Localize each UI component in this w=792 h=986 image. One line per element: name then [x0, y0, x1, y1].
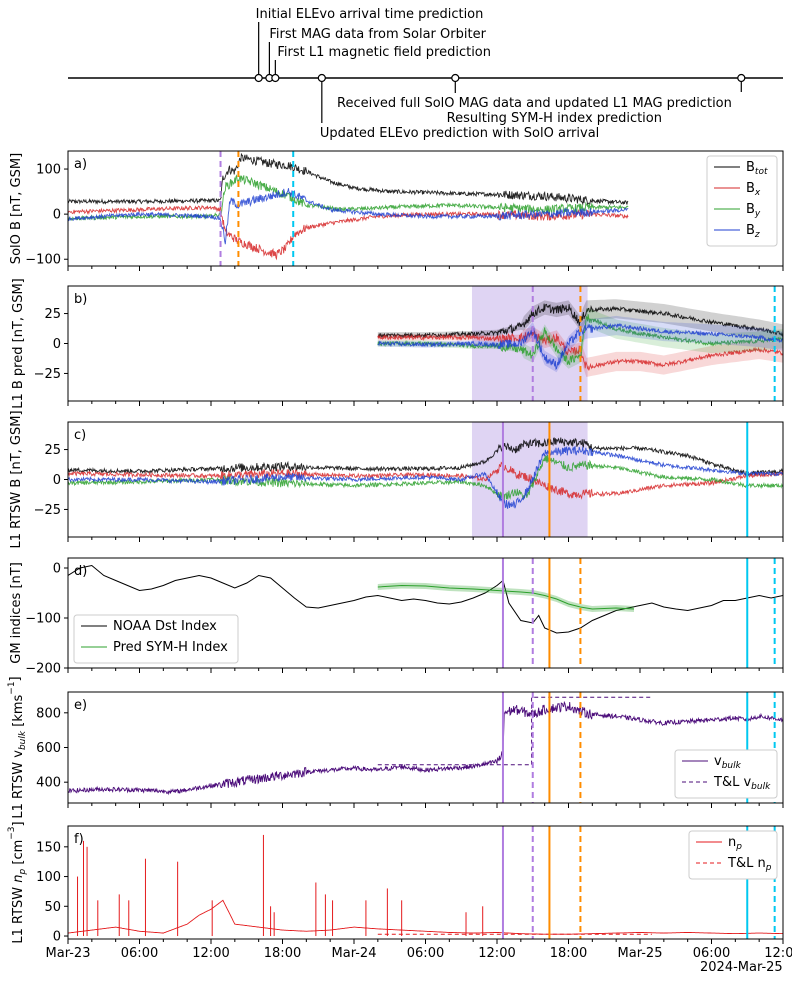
plot-area: [68, 826, 783, 939]
panel-label: b): [74, 292, 87, 307]
x-tick-label: 12:00: [764, 946, 792, 961]
y-tick-label: 0: [53, 562, 61, 577]
y-tick-label: 0: [53, 337, 61, 352]
y-axis-label: L1 RTSW vbulk [kms−1]: [7, 676, 28, 818]
legend-box: [706, 155, 778, 247]
timeline-marker: [451, 73, 460, 83]
series-np: [68, 899, 783, 935]
legend-label: T&L np: [727, 856, 772, 873]
legend: np T&L np: [688, 830, 778, 880]
panel-f: 0 50 100 150 f) L1 RTSW np [cm−3] np T&L np Mar-…: [7, 821, 792, 961]
panel-a: −100 0 100 a) SolO B [nT, GSM] Btot Bx By Bz: [9, 150, 784, 271]
x-tick-label: 12:00: [478, 946, 515, 961]
date-label: 2024-Mar-25: [700, 960, 783, 975]
plot-area: [68, 151, 629, 266]
x-tick-label: 18:00: [550, 946, 587, 961]
x-tick-label: Mar-24: [332, 946, 377, 961]
x-tick-label: 06:00: [693, 946, 730, 961]
y-tick-label: 0: [53, 930, 61, 945]
y-tick-label: 0: [53, 208, 61, 223]
legend-label: T&L vbulk: [713, 775, 771, 792]
panel-label: c): [74, 428, 86, 443]
legend: NOAA Dst Index Pred SYM-H Index: [73, 614, 239, 664]
y-axis-label: L1 RTSW B [nT, GSM]: [9, 410, 24, 548]
y-tick-label: 100: [36, 870, 61, 885]
panel-frame: [67, 825, 784, 940]
y-tick-label: 25: [44, 443, 61, 458]
y-tick-label: −100: [25, 253, 61, 268]
x-tick-label: 06:00: [407, 946, 444, 961]
panel-label: d): [74, 564, 87, 579]
x-tick-label: 06:00: [121, 946, 158, 961]
legend-box: [688, 830, 778, 880]
y-axis-label: L1 B pred [nT, GSM]: [11, 278, 26, 409]
panel-d: −200 −100 0 d) GM indices [nT] NOAA Dst Index…: [9, 557, 784, 677]
y-tick-label: 50: [44, 900, 61, 915]
panel-b: −25 0 25 b) L1 B pred [nT, GSM]: [11, 278, 784, 409]
timeline-label: First MAG data from Solar Orbiter: [269, 27, 486, 42]
plot-area: [68, 558, 783, 668]
panel-e: 400 600 800 e) L1 RTSW vbulk [kms−1] vbulk T&L…: [7, 676, 784, 819]
y-tick-label: 0: [53, 473, 61, 488]
series-dst: [68, 564, 783, 634]
plot-area: [68, 692, 783, 803]
series-vbulk: [68, 700, 783, 796]
timeline-label: First L1 magnetic field prediction: [277, 45, 491, 60]
y-axis-label: GM indices [nT]: [9, 562, 24, 664]
y-tick-label: −25: [34, 367, 61, 382]
series-band-symh: [377, 582, 634, 612]
timeline-label: Updated ELEvo prediction with SolO arriv…: [320, 126, 599, 141]
y-tick-label: 100: [36, 163, 61, 178]
legend-label: Btot: [746, 160, 768, 177]
plot-area: [377, 286, 783, 401]
legend-label: Bz: [746, 223, 760, 240]
series-by: [68, 455, 783, 502]
y-tick-label: 800: [36, 706, 61, 721]
series-band-bz: [377, 315, 783, 373]
timeline-label: Resulting SYM-H index prediction: [447, 111, 662, 126]
legend: vbulk T&L vbulk: [674, 749, 778, 799]
y-tick-label: −100: [25, 612, 61, 627]
y-axis-label: SolO B [nT, GSM]: [9, 153, 24, 264]
legend-label: Pred SYM-H Index: [113, 640, 228, 655]
legend-label: By: [746, 202, 761, 219]
y-tick-label: 25: [44, 307, 61, 322]
legend-label: vbulk: [714, 754, 742, 771]
plot-area: [68, 422, 783, 537]
legend-label: NOAA Dst Index: [113, 619, 217, 634]
panel-label: f): [74, 832, 84, 847]
y-tick-label: 400: [36, 776, 61, 791]
legend: Btot Bx By Bz: [706, 155, 778, 247]
y-tick-label: 600: [36, 741, 61, 756]
timeline-marker: [254, 73, 263, 83]
legend-label: np: [728, 835, 742, 852]
x-tick-label: 18:00: [264, 946, 301, 961]
y-axis-label: L1 RTSW np [cm−3]: [7, 821, 28, 943]
panel-c: −25 0 25 c) L1 RTSW B [nT, GSM]: [9, 410, 784, 549]
x-tick-label: Mar-25: [618, 946, 663, 961]
x-tick-label: 12:00: [192, 946, 229, 961]
panel-label: e): [74, 698, 87, 713]
timeline-label: Initial ELEvo arrival time prediction: [256, 7, 484, 22]
legend-box: [73, 614, 239, 664]
series-btot: [68, 153, 629, 206]
y-tick-label: 150: [36, 840, 61, 855]
timeline-marker: [317, 73, 326, 83]
series-bz: [68, 188, 629, 245]
legend-box: [674, 749, 778, 799]
y-tick-label: −25: [34, 503, 61, 518]
x-tick-label: Mar-23: [46, 946, 91, 961]
series-tl-vbulk: [377, 696, 652, 766]
y-tick-label: −200: [25, 662, 61, 677]
legend-label: Bx: [746, 181, 761, 198]
panel-label: a): [74, 157, 87, 172]
timeline-label: Received full SolO MAG data and updated …: [337, 96, 732, 111]
timeline-marker: [737, 73, 746, 83]
series-bz: [68, 445, 783, 509]
timeline-marker: [271, 73, 280, 83]
series-btot: [68, 437, 783, 477]
